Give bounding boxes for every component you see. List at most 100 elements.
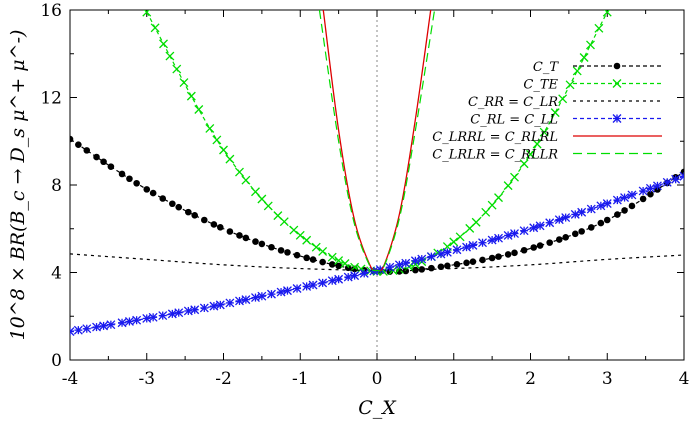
marker-cross bbox=[579, 53, 589, 62]
marker-cross bbox=[172, 64, 182, 74]
marker-dot bbox=[107, 163, 115, 170]
series-clip-group bbox=[70, 10, 684, 337]
x-tick-label: 2 bbox=[525, 369, 536, 389]
y-tick-label: 16 bbox=[40, 1, 62, 21]
legend-label: C_LRRL = C_RLRL bbox=[432, 130, 558, 145]
marker-dot bbox=[277, 247, 285, 254]
marker-cross bbox=[142, 10, 150, 17]
marker-cross bbox=[594, 23, 604, 33]
marker-cross bbox=[150, 23, 160, 33]
marker-dot bbox=[578, 228, 585, 235]
marker-cross bbox=[241, 175, 251, 185]
marker-cross bbox=[205, 124, 215, 133]
marker-dot bbox=[444, 262, 451, 270]
marker-dot bbox=[328, 261, 336, 268]
marker-cross bbox=[340, 259, 350, 268]
marker-dot bbox=[562, 234, 569, 241]
series-group bbox=[70, 10, 684, 337]
marker-dot bbox=[100, 158, 107, 166]
series-crl-cll bbox=[70, 171, 684, 337]
marker-dot bbox=[258, 240, 266, 248]
marker-dot bbox=[428, 264, 435, 272]
legend-label: C_LRLR = C_RLLR bbox=[432, 148, 558, 163]
marker-dot bbox=[268, 243, 275, 251]
marker-star bbox=[679, 175, 684, 181]
marker-dot bbox=[335, 262, 342, 270]
marker-dot bbox=[479, 256, 486, 264]
marker-dot bbox=[495, 253, 502, 260]
marker-cross bbox=[251, 187, 260, 197]
marker-cross bbox=[602, 10, 611, 17]
marker-dot bbox=[133, 179, 140, 187]
marker-dot bbox=[639, 195, 647, 203]
marker-dot bbox=[386, 268, 394, 275]
marker-dot bbox=[303, 254, 310, 262]
marker-dot bbox=[621, 207, 628, 214]
marker-dot bbox=[83, 147, 91, 154]
marker-cross bbox=[279, 217, 289, 227]
marker-cross bbox=[378, 266, 388, 276]
marker-cross bbox=[235, 167, 244, 177]
marker-dot bbox=[210, 221, 218, 228]
marker-cross bbox=[526, 149, 535, 159]
y-tick-label: 12 bbox=[40, 89, 62, 109]
series-line bbox=[70, 253, 684, 271]
x-tick-label: -4 bbox=[62, 369, 79, 389]
legend-label: C_RR = C_LR bbox=[468, 95, 558, 110]
marker-cross bbox=[455, 232, 465, 242]
marker-dot bbox=[149, 189, 157, 197]
legend-entry-clrrl: C_LRRL = C_RLRL bbox=[432, 130, 662, 145]
marker-dot bbox=[319, 258, 326, 266]
marker-cross bbox=[194, 105, 204, 114]
x-tick-label: -2 bbox=[215, 369, 232, 389]
legend-entry-crr: C_RR = C_LR bbox=[468, 95, 662, 110]
marker-dot bbox=[555, 236, 563, 243]
marker-cross bbox=[449, 237, 459, 247]
marker-cross bbox=[481, 207, 491, 217]
marker-dot bbox=[571, 230, 579, 238]
marker-cross bbox=[257, 194, 267, 204]
marker-dot bbox=[469, 258, 477, 266]
marker-dot bbox=[293, 251, 301, 259]
series-markers bbox=[70, 171, 684, 337]
marker-cross bbox=[487, 200, 497, 210]
y-axis-label: 10^8 × BR(B_c → D_s μ^+ μ^-) bbox=[7, 30, 29, 341]
series-line bbox=[318, 10, 436, 272]
marker-dot bbox=[70, 135, 74, 143]
marker-cross bbox=[165, 51, 175, 61]
x-tick-label: -1 bbox=[292, 369, 309, 389]
marker-dot bbox=[118, 170, 126, 178]
legend-entry-clrlr: C_LRLR = C_RLLR bbox=[432, 148, 662, 163]
marker-cross bbox=[572, 66, 582, 76]
marker-dot bbox=[201, 216, 208, 224]
marker-dot bbox=[236, 232, 243, 239]
marker-cross bbox=[539, 127, 549, 137]
marker-dot bbox=[628, 202, 636, 210]
x-tick-label: 3 bbox=[602, 369, 613, 389]
x-tick-label: -3 bbox=[138, 369, 155, 389]
x-tick-label: 1 bbox=[448, 369, 459, 389]
marker-cross bbox=[212, 135, 222, 145]
legend-entry-cte: C_TE bbox=[523, 78, 662, 93]
marker-dot bbox=[217, 224, 224, 231]
marker-dot bbox=[284, 249, 291, 256]
marker-cross bbox=[503, 181, 513, 191]
axes bbox=[69, 9, 685, 361]
legend-label: C_T bbox=[533, 60, 559, 75]
marker-dot bbox=[647, 190, 654, 198]
series-crr-clr bbox=[70, 253, 684, 271]
marker-cross bbox=[327, 252, 337, 262]
marker-cross bbox=[471, 217, 481, 227]
legend-entry-crl: C_RL = C_LL bbox=[470, 113, 662, 128]
marker-dot bbox=[453, 261, 461, 268]
marker-cross bbox=[334, 256, 344, 265]
marker-cross bbox=[186, 91, 196, 101]
marker-dot bbox=[75, 141, 82, 148]
marker-dot bbox=[242, 234, 250, 242]
marker-dot bbox=[511, 249, 518, 257]
marker-dot bbox=[175, 203, 183, 211]
y-tick-label: 8 bbox=[51, 176, 62, 196]
marker-cross bbox=[295, 230, 305, 240]
